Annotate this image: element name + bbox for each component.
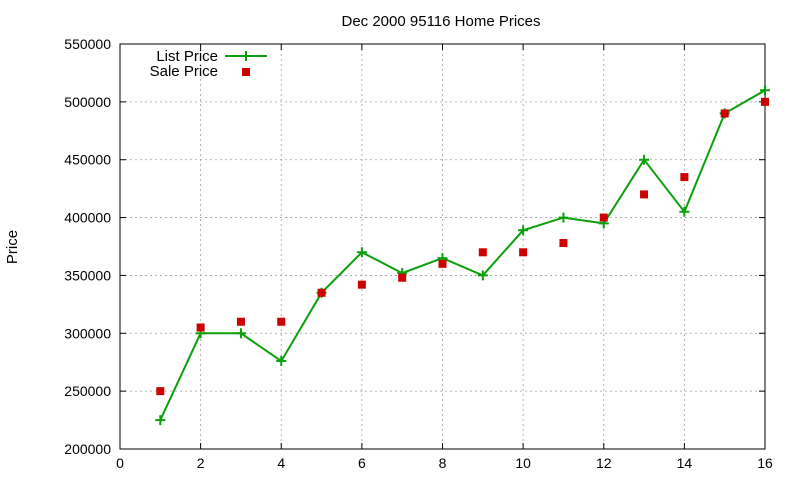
legend-label-sale-price: Sale Price <box>150 63 218 80</box>
sale-price-point <box>277 317 286 326</box>
sale-price-point <box>438 259 447 268</box>
list-price-point <box>558 212 569 223</box>
sale-price-point <box>478 248 487 257</box>
list-price-point <box>760 85 770 96</box>
list-price-point <box>356 247 367 258</box>
sale-price-point <box>720 109 729 118</box>
sale-price-point <box>599 213 608 222</box>
sale-price-point <box>398 273 407 282</box>
series-line-list-price <box>159 89 766 421</box>
x-tick-label: 8 <box>439 455 447 471</box>
y-tick-label: 350000 <box>64 267 111 283</box>
x-tick-label: 0 <box>116 455 124 471</box>
list-price-point <box>276 356 287 367</box>
sale-price-point <box>236 317 245 326</box>
y-tick-label: 300000 <box>64 325 111 341</box>
legend-label-list-price: List Price <box>156 48 218 65</box>
y-tick-label: 400000 <box>64 210 111 226</box>
y-axis-label: Price <box>4 230 21 264</box>
x-axis-tick-labels: 0 2 4 6 8 10 12 14 16 <box>116 455 773 471</box>
x-tick-label: 12 <box>596 455 612 471</box>
sale-price-point <box>519 248 528 257</box>
y-tick-label: 500000 <box>64 94 111 110</box>
legend-marker-list-price <box>241 51 251 61</box>
legend-marker-sale-price <box>242 68 250 76</box>
x-tick-label: 4 <box>277 455 285 471</box>
x-tick-label: 2 <box>197 455 205 471</box>
list-price-point <box>155 415 166 426</box>
grid-lines <box>120 44 765 449</box>
sale-price-point <box>317 288 326 297</box>
list-price-point <box>235 328 246 339</box>
y-tick-label: 250000 <box>64 383 111 399</box>
series-layer <box>155 85 770 426</box>
sale-price-point <box>680 173 689 182</box>
y-axis-tick-labels: 200000 250000 300000 350000 400000 450000 5000… <box>64 36 111 457</box>
chart-title: Dec 2000 95116 Home Prices <box>342 13 541 30</box>
sale-price-point <box>196 323 205 332</box>
sale-price-point <box>640 190 649 199</box>
axis-ticks <box>119 43 766 450</box>
x-tick-label: 10 <box>515 455 531 471</box>
y-tick-label: 550000 <box>64 36 111 52</box>
list-price-point <box>639 154 650 165</box>
x-tick-label: 14 <box>677 455 693 471</box>
x-tick-label: 6 <box>358 455 366 471</box>
sale-price-point <box>559 239 568 248</box>
y-tick-label: 450000 <box>64 152 111 168</box>
sale-price-point <box>156 387 165 396</box>
list-price-point <box>477 270 488 281</box>
legend: List Price Sale Price <box>150 48 267 80</box>
sale-price-point <box>357 280 366 289</box>
y-tick-label: 200000 <box>64 441 111 457</box>
list-price-point <box>518 225 529 236</box>
sale-price-point <box>761 97 769 106</box>
x-tick-label: 16 <box>757 455 773 471</box>
list-price-point <box>679 206 690 217</box>
